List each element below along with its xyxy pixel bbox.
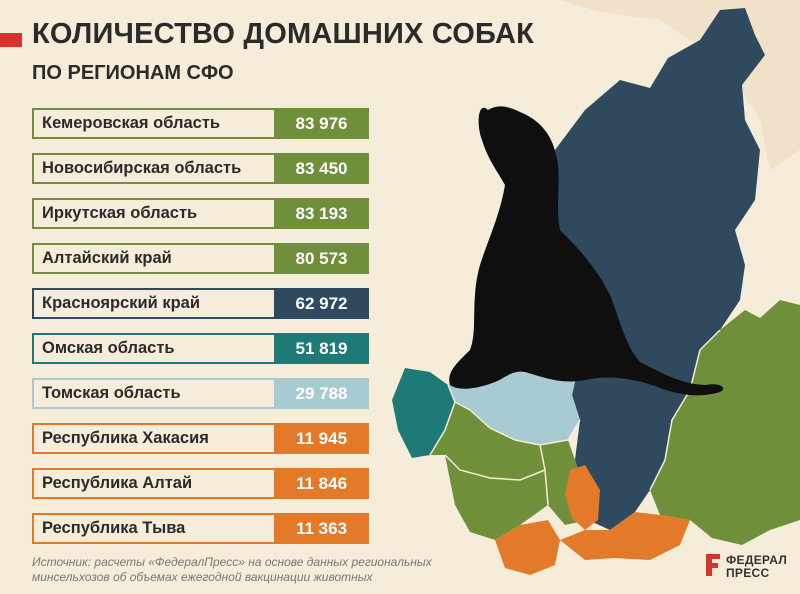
region-value: 51 819 <box>274 333 369 364</box>
region-label: Новосибирская область <box>32 153 278 184</box>
region-value: 11 363 <box>274 513 369 544</box>
region-value: 83 193 <box>274 198 369 229</box>
region-omsk <box>392 368 455 458</box>
region-label: Томская область <box>32 378 278 409</box>
source-line: Источник: расчеты «ФедералПресс» на осно… <box>32 555 432 569</box>
title-accent-bar <box>0 33 22 47</box>
region-label: Республика Алтай <box>32 468 278 499</box>
page-subtitle: ПО РЕГИОНАМ СФО <box>32 62 234 84</box>
region-value: 80 573 <box>274 243 369 274</box>
region-value: 83 450 <box>274 153 369 184</box>
dog-silhouette-icon <box>449 106 724 396</box>
region-value: 11 846 <box>274 468 369 499</box>
region-value: 11 945 <box>274 423 369 454</box>
region-label: Республика Тыва <box>32 513 278 544</box>
source-note: Источник: расчеты «ФедералПресс» на осно… <box>32 555 502 585</box>
region-khakassia <box>565 465 600 530</box>
region-label: Республика Хакасия <box>32 423 278 454</box>
logo-line: ФЕДЕРАЛ <box>726 553 788 567</box>
region-tuva <box>560 512 690 560</box>
region-label: Красноярский край <box>32 288 278 319</box>
logo-line: ПРЕСС <box>726 566 770 580</box>
region-label: Алтайский край <box>32 243 278 274</box>
region-irkutsk <box>650 300 800 545</box>
region-label: Иркутская область <box>32 198 278 229</box>
region-novosibirsk <box>430 402 545 480</box>
region-value: 62 972 <box>274 288 369 319</box>
region-krasnoyarsk <box>540 8 765 530</box>
region-value: 29 788 <box>274 378 369 409</box>
region-value: 83 976 <box>274 108 369 139</box>
region-altai-krai <box>445 455 548 540</box>
region-altai-republic <box>495 520 560 575</box>
region-label: Омская область <box>32 333 278 364</box>
logo-mark-icon <box>706 554 720 576</box>
page-title: КОЛИЧЕСТВО ДОМАШНИХ СОБАК <box>32 18 535 50</box>
source-line: минсельхозов об объемах ежегодной вакцин… <box>32 570 373 584</box>
region-label: Кемеровская область <box>32 108 278 139</box>
